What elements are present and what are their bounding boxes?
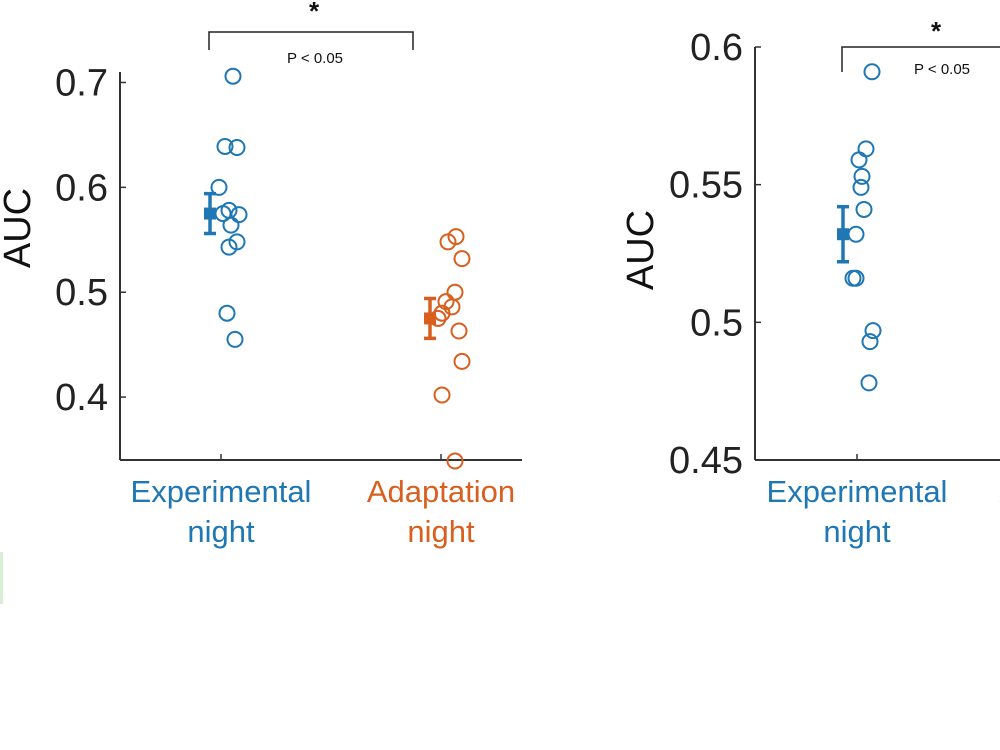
data-point [864,322,882,340]
edge-highlight [0,552,3,604]
category-label: night [823,514,891,549]
significance-bracket-left: * P < 0.05 [208,0,414,67]
data-point [433,386,451,404]
category-label: night [407,514,475,549]
data-point [852,178,870,196]
y-tick-label: 0.45 [669,440,743,482]
y-ticks-right: 0.45 0.5 0.55 0.6 [669,27,761,482]
p-value-label: P < 0.05 [914,61,970,78]
data-point [847,269,865,287]
y-tick-label: 0.6 [55,167,108,209]
y-tick-label: 0.5 [55,272,108,314]
data-point [860,374,878,392]
significance-star: * [931,16,942,46]
chart-panel-right: 0.45 0.5 0.55 0.6 AUC * P < 0.05 Experiment… [620,16,1000,549]
data-point [439,233,457,251]
data-point [847,225,865,243]
data-point [861,333,879,351]
data-point [857,140,875,158]
y-tick-label: 0.4 [55,377,108,419]
data-point [210,178,228,196]
data-point [216,137,234,155]
data-point [222,216,240,234]
category-label: Experimental [131,474,312,509]
category-label: Experimental [767,474,948,509]
data-point [228,139,246,157]
chart-panel-left: 0.4 0.5 0.6 0.7 AUC * P < 0.05 Experimental… [0,0,522,549]
data-point [453,352,471,370]
data-point [224,67,242,85]
data-point [220,238,238,256]
data-point [437,293,455,311]
y-axis-label-left: AUC [0,188,39,268]
y-tick-label: 0.5 [690,302,743,344]
category-label: night [187,514,255,549]
category-label: Adaptation [367,474,515,509]
significance-bracket-right: * P < 0.05 [841,16,1000,78]
data-point [855,200,873,218]
y-tick-label: 0.7 [55,62,108,104]
y-ticks-left: 0.4 0.5 0.6 0.7 [55,62,126,419]
data-marks-left [204,67,471,470]
data-point [853,167,871,185]
mean-marker [424,312,436,325]
data-point [226,330,244,348]
y-tick-label: 0.55 [669,165,743,207]
data-point [446,283,464,301]
significance-star: * [309,0,320,26]
bracket-line [841,46,1000,72]
data-point [450,322,468,340]
data-point [230,206,248,224]
category-labels-left: Experimental night Adaptation night [131,454,515,549]
y-tick-label: 0.6 [690,27,743,69]
data-point [453,250,471,268]
data-point [446,452,464,470]
data-marks-right [837,63,882,392]
p-value-label: P < 0.05 [287,50,343,67]
y-axis-label-right: AUC [620,210,662,290]
data-point [850,151,868,169]
mean-marker [204,207,216,220]
bracket-line [208,31,414,50]
mean-marker [837,228,849,241]
data-point [218,304,236,322]
data-point [863,63,881,81]
